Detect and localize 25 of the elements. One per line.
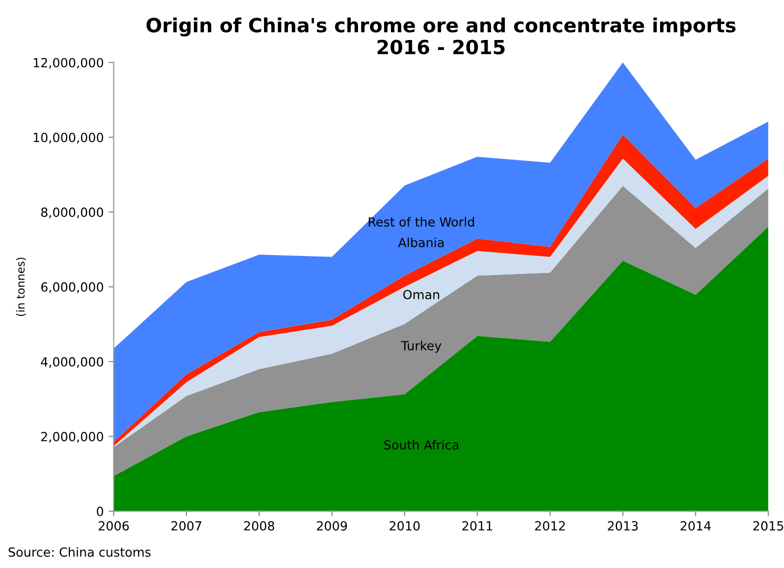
series-label: Oman bbox=[403, 290, 440, 300]
y-tick-label: 4,000,000 bbox=[40, 357, 104, 368]
x-tick-label: 2007 bbox=[171, 521, 202, 531]
series-label: Albania bbox=[398, 238, 444, 248]
y-tick-label: 8,000,000 bbox=[41, 208, 104, 218]
series-label: Rest of the World bbox=[368, 216, 474, 227]
x-tick-label: 2012 bbox=[535, 521, 565, 531]
x-tick-label: 2011 bbox=[462, 521, 492, 531]
series-label: Turkey bbox=[400, 340, 442, 353]
x-tick-label: 2014 bbox=[680, 521, 711, 531]
x-tick-label: 2008 bbox=[244, 521, 274, 531]
y-tick-label: 6,000,000 bbox=[41, 282, 104, 294]
y-tick-label: 0 bbox=[96, 506, 104, 516]
x-tick-label: 2013 bbox=[608, 521, 638, 531]
x-tick-label: 2010 bbox=[390, 521, 420, 531]
series-label: South Africa bbox=[384, 440, 458, 450]
source-note: Source: China customs bbox=[8, 547, 151, 557]
chart-title: Origin of China's chrome ore and concentrate imports 2016 - 2015 bbox=[146, 17, 736, 54]
y-tick-label: 2,000,000 bbox=[41, 432, 104, 443]
y-tick-label: 10,000,000 bbox=[34, 132, 104, 144]
x-tick-label: 2015 bbox=[753, 521, 784, 531]
x-tick-label: 2009 bbox=[316, 521, 347, 531]
y-axis-title: (in tonnes) bbox=[16, 258, 26, 316]
x-tick-label: 2006 bbox=[98, 521, 129, 531]
y-tick-label: 12,000,000 bbox=[34, 58, 104, 69]
